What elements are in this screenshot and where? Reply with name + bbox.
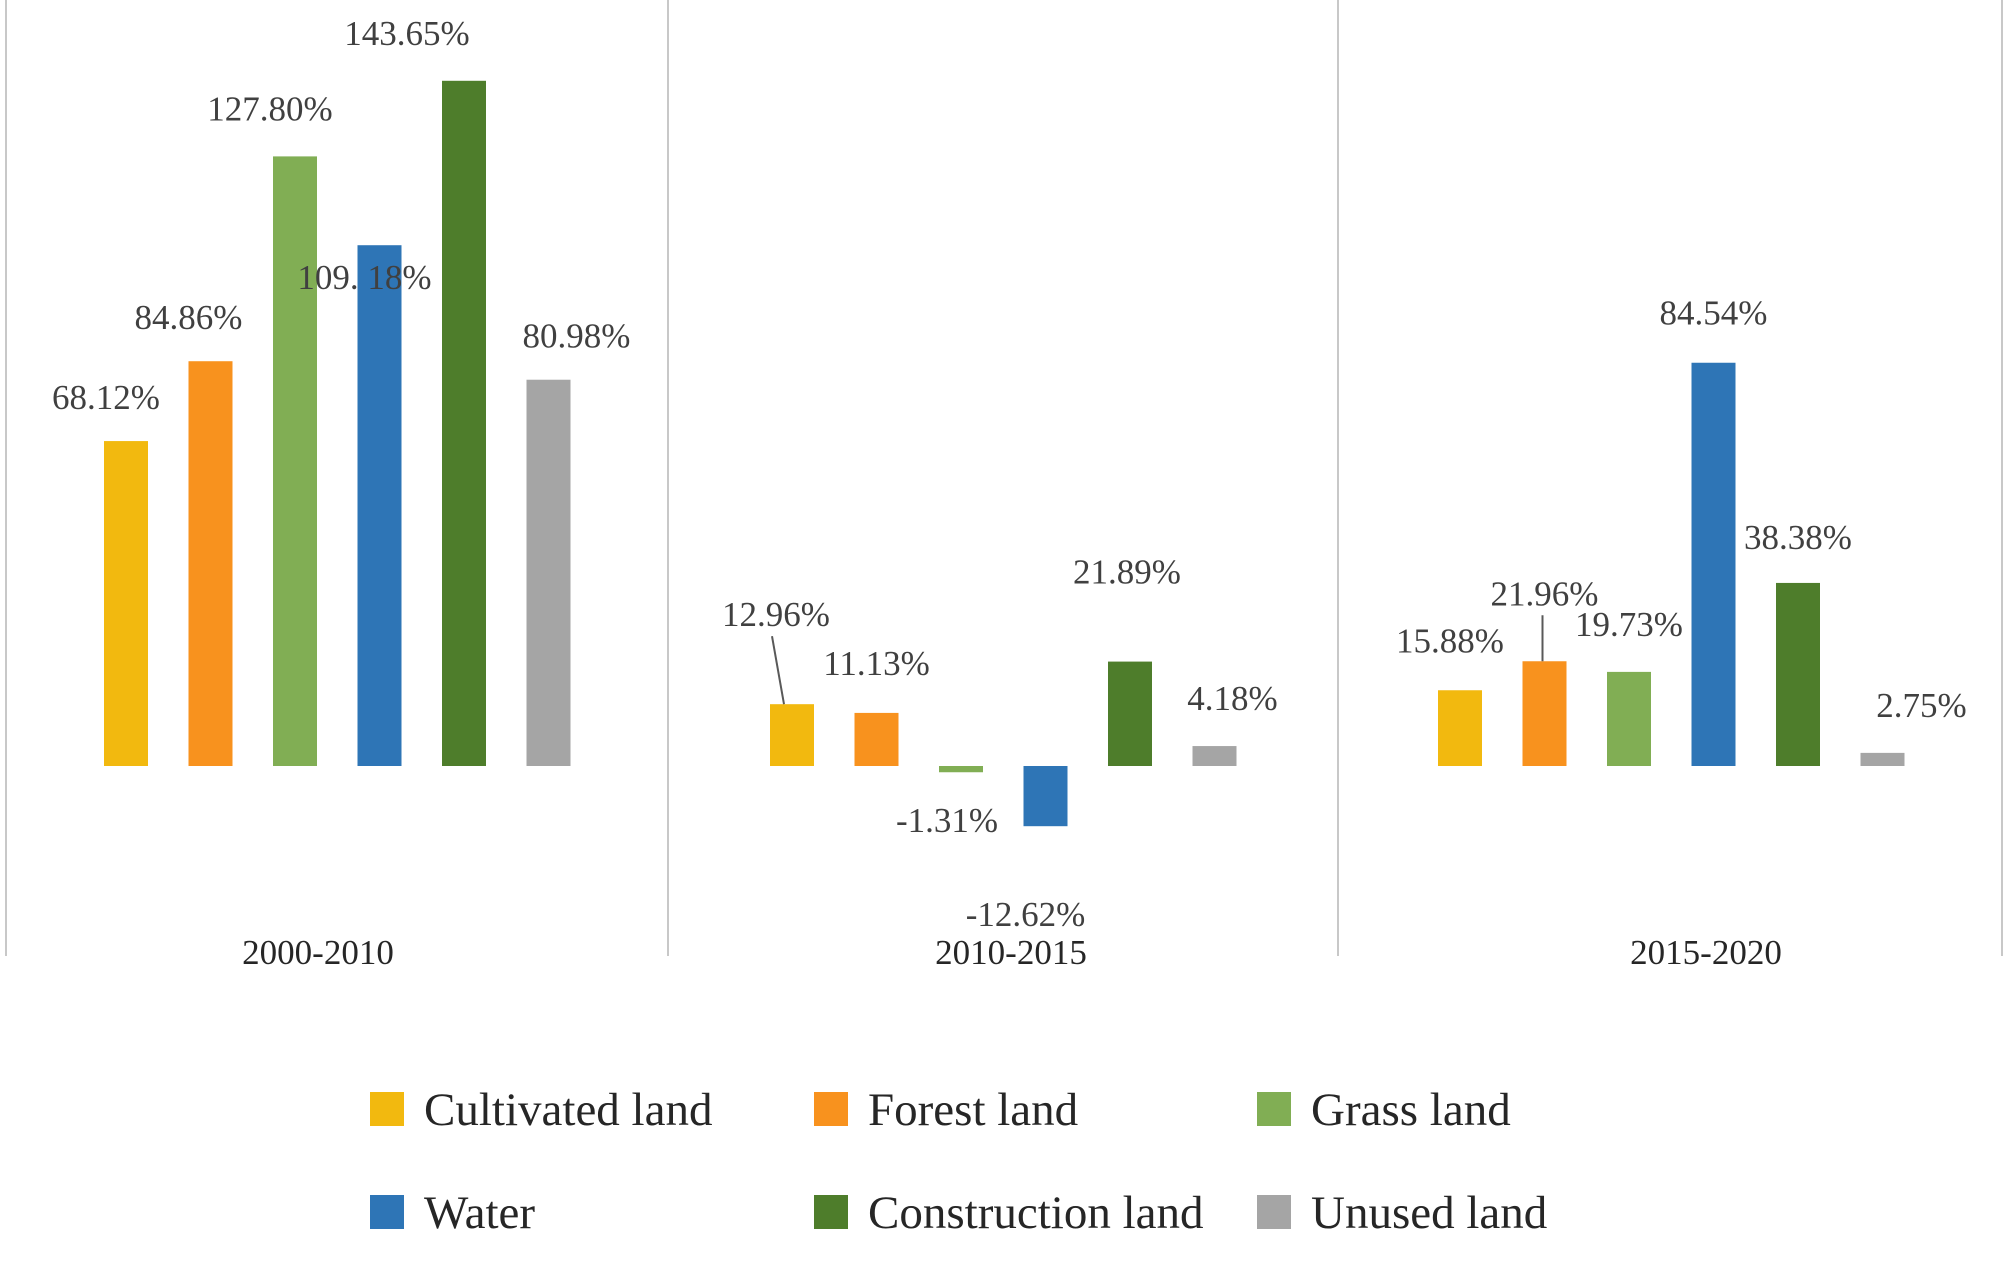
label-leader-lines (771, 615, 1544, 705)
data-label: 4.18% (1187, 679, 1277, 718)
data-label: -12.62% (966, 895, 1086, 934)
bar-cultivated-land-1 (770, 704, 814, 766)
bar-forest-land-0 (188, 361, 233, 766)
data-label: -1.31% (896, 801, 998, 840)
leader-line (771, 636, 785, 705)
period-label: 2010-2015 (935, 933, 1087, 972)
data-label: 2.75% (1876, 686, 1966, 725)
data-label: 84.86% (135, 298, 243, 337)
data-label: 80.98% (523, 317, 631, 356)
legend-label: Cultivated land (424, 1084, 712, 1136)
bar-unused-land-2 (1860, 752, 1905, 766)
data-label: 109. 18% (297, 258, 431, 297)
bar-water-0 (357, 245, 402, 766)
period-axis-labels: 2000-2010 2010-2015 2015-2020 (242, 933, 1782, 972)
bar-cultivated-land-2 (1438, 690, 1482, 766)
bar-unused-land-1 (1192, 746, 1237, 766)
legend-label: Construction land (868, 1187, 1204, 1239)
data-label: 12.96% (722, 595, 830, 634)
legend-label: Unused land (1311, 1187, 1547, 1239)
data-label: 19.73% (1575, 605, 1683, 644)
data-label: 38.38% (1744, 518, 1852, 557)
bar-grass-land-0 (273, 156, 317, 767)
legend: Cultivated land Forest land Grass land Wate… (370, 1084, 1547, 1239)
legend-label: Grass land (1311, 1084, 1511, 1136)
legend-swatch (814, 1195, 848, 1229)
bar-water-1 (1023, 766, 1068, 827)
bar-forest-land-2 (1522, 661, 1567, 766)
bars-layer (104, 80, 1905, 827)
bar-cultivated-land-0 (104, 441, 148, 766)
data-label: 84.54% (1660, 294, 1768, 333)
data-label: 68.12% (52, 378, 160, 417)
data-labels-layer: 68.12% 12.96% 15.88% 84.86% 11.13% 21.96% 127.… (52, 14, 1967, 934)
period-label: 2000-2010 (242, 933, 394, 972)
bar-construction-land-0 (442, 80, 486, 767)
bar-construction-land-2 (1776, 582, 1820, 766)
period-label: 2015-2020 (1630, 933, 1782, 972)
legend-swatch (1257, 1092, 1291, 1126)
bar-grass-land-2 (1607, 671, 1651, 766)
data-label: 15.88% (1396, 621, 1504, 660)
data-label: 127.80% (207, 89, 332, 128)
legend-swatch (814, 1092, 848, 1126)
legend-swatch (370, 1092, 404, 1126)
legend-swatch (1257, 1195, 1291, 1229)
data-label: 143.65% (344, 14, 469, 53)
data-label: 11.13% (823, 644, 930, 683)
legend-label: Water (424, 1187, 535, 1239)
bar-water-2 (1691, 362, 1736, 766)
panel-dividers (5, 0, 2003, 956)
data-label: 21.89% (1073, 553, 1181, 592)
legend-label: Forest land (868, 1084, 1078, 1136)
bar-grass-land-1 (939, 766, 983, 773)
data-label: 21.96% (1491, 574, 1599, 613)
legend-swatch (370, 1195, 404, 1229)
bar-construction-land-1 (1108, 661, 1152, 766)
bar-forest-land-1 (854, 712, 899, 766)
bar-unused-land-0 (526, 379, 571, 766)
